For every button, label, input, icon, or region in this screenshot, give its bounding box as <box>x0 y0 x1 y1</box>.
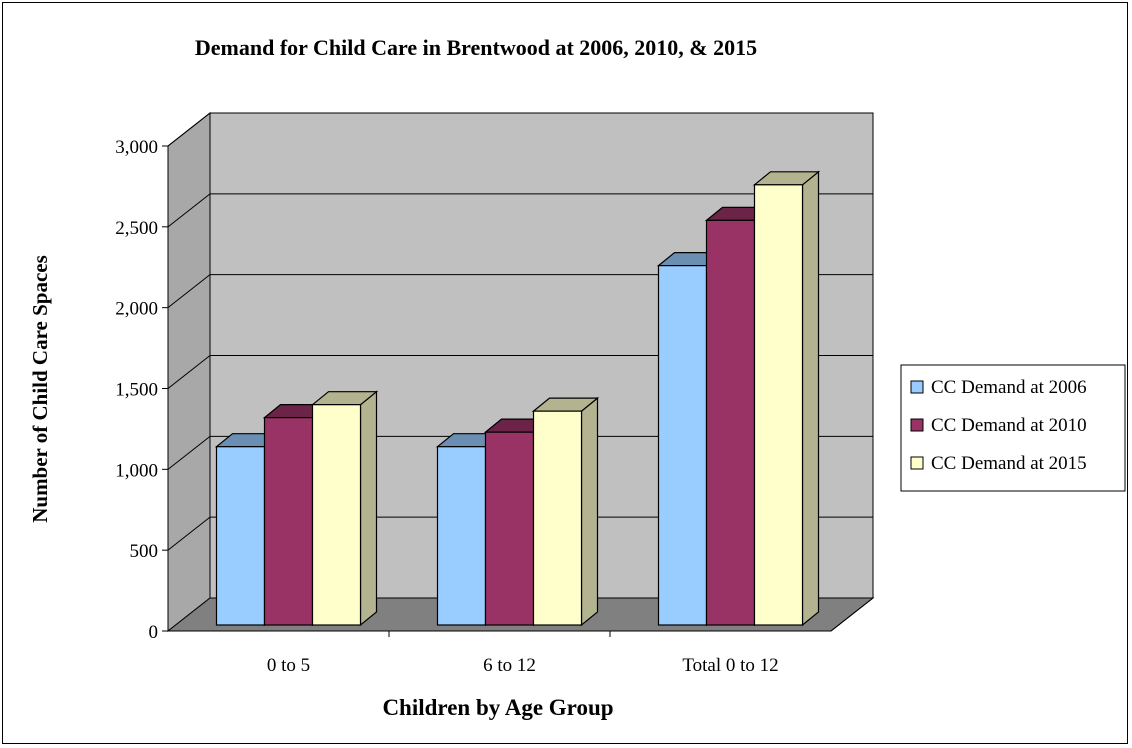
y-tick-label: 1,500 <box>115 380 158 401</box>
gridline <box>167 355 211 389</box>
gridline <box>167 516 211 551</box>
bars <box>214 170 821 627</box>
bar <box>532 410 583 626</box>
legend-swatch <box>910 380 924 394</box>
gridline <box>167 274 211 309</box>
x-tick-labels: 0 to 5 6 to 12 Total 0 to 12 <box>267 631 779 676</box>
bar <box>705 219 756 626</box>
legend-swatch <box>910 456 924 470</box>
legend-entry: CC Demand at 2010 <box>931 415 1087 436</box>
legend-swatch <box>910 418 924 432</box>
bar <box>263 417 314 626</box>
legend-entry: CC Demand at 2015 <box>931 453 1087 474</box>
y-tick-label: 1,000 <box>115 460 158 481</box>
legend: CC Demand at 2006 CC Demand at 2010 CC Dem… <box>900 364 1126 492</box>
legend-box <box>900 364 1126 492</box>
y-tick-labels: 0 500 1,000 1,500 2,000 2,500 3,000 <box>115 137 168 643</box>
bar <box>484 431 535 626</box>
bar-side <box>580 396 599 627</box>
x-tick-label: Total 0 to 12 <box>682 655 778 676</box>
bar <box>657 265 708 626</box>
chart: 0 500 1,000 1,500 2,000 2,500 3,000 0 to 5 6 to… <box>28 35 1126 720</box>
y-tick-label: 0 <box>149 622 159 643</box>
x-axis-depth-line <box>830 597 874 632</box>
bar <box>753 184 804 626</box>
chart-title: Demand for Child Care in Brentwood at 20… <box>195 35 757 60</box>
y-axis-label: Number of Child Care Spaces <box>28 255 52 523</box>
gridline <box>167 435 211 470</box>
gridline <box>167 112 211 147</box>
x-tick-label: 0 to 5 <box>267 655 310 676</box>
bar <box>215 446 266 626</box>
bar-side <box>801 170 820 627</box>
x-axis-label: Children by Age Group <box>382 695 613 720</box>
y-tick-label: 2,500 <box>115 218 158 239</box>
bar-side <box>359 390 378 627</box>
y-tick-label: 3,000 <box>115 137 158 158</box>
bar <box>311 404 362 626</box>
legend-entry: CC Demand at 2006 <box>931 377 1087 398</box>
y-tick-label: 500 <box>130 541 159 562</box>
y-tick-label: 2,000 <box>115 299 158 320</box>
gridline <box>167 193 211 228</box>
bar <box>436 446 487 626</box>
x-tick-label: 6 to 12 <box>483 655 536 676</box>
